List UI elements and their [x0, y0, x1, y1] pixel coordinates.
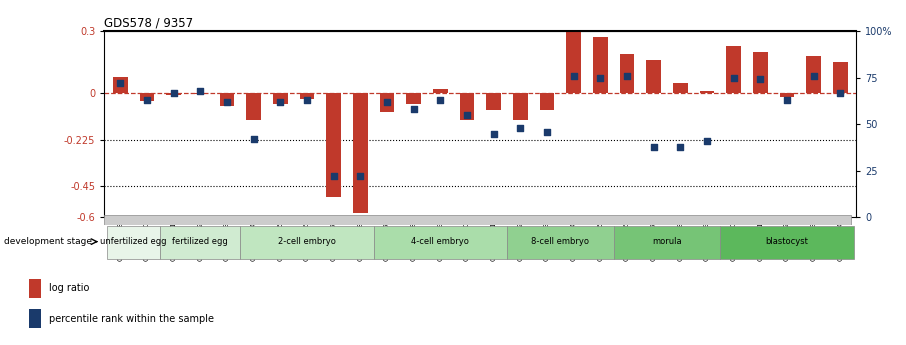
Bar: [593, 37, 608, 93]
Text: development stage: development stage: [4, 237, 92, 246]
Bar: [326, 93, 341, 197]
Bar: [219, 93, 234, 106]
Point: [140, 97, 154, 103]
Point: [487, 131, 501, 136]
Text: 2-cell embryo: 2-cell embryo: [278, 237, 336, 246]
Bar: [433, 89, 448, 93]
Text: GDS578 / 9357: GDS578 / 9357: [104, 17, 193, 30]
Bar: [406, 93, 421, 104]
Bar: [699, 91, 714, 93]
Bar: [613, 226, 720, 259]
Point: [646, 144, 660, 149]
Point: [273, 99, 287, 105]
Point: [459, 112, 474, 118]
Bar: [459, 93, 474, 120]
Text: unfertilized egg: unfertilized egg: [101, 237, 167, 246]
Bar: [300, 93, 314, 99]
Point: [326, 174, 341, 179]
Point: [113, 80, 128, 86]
Point: [353, 174, 368, 179]
Bar: [29, 279, 42, 298]
Bar: [566, 31, 581, 93]
Text: percentile rank within the sample: percentile rank within the sample: [49, 314, 214, 324]
Point: [833, 90, 847, 95]
Bar: [160, 226, 240, 259]
Point: [673, 144, 688, 149]
Point: [513, 125, 527, 131]
Bar: [506, 226, 613, 259]
Text: fertilized egg: fertilized egg: [172, 237, 228, 246]
Point: [699, 138, 714, 144]
Bar: [140, 93, 154, 101]
Point: [300, 97, 314, 103]
Point: [193, 88, 207, 93]
Bar: [193, 93, 207, 94]
Bar: [273, 93, 287, 104]
Bar: [29, 309, 42, 328]
Point: [219, 99, 234, 105]
Point: [540, 129, 554, 135]
Point: [806, 73, 821, 79]
Bar: [806, 56, 821, 93]
Point: [246, 136, 261, 142]
Bar: [727, 46, 741, 93]
Bar: [539, 93, 554, 110]
Bar: [513, 93, 527, 120]
Bar: [107, 226, 160, 259]
Text: 8-cell embryo: 8-cell embryo: [531, 237, 589, 246]
Bar: [779, 93, 795, 97]
Bar: [646, 60, 660, 93]
Point: [753, 77, 767, 82]
Point: [779, 97, 794, 103]
Bar: [753, 52, 767, 93]
Text: 4-cell embryo: 4-cell embryo: [411, 237, 469, 246]
Bar: [113, 77, 128, 93]
Bar: [620, 54, 634, 93]
Bar: [833, 62, 847, 93]
Bar: [373, 226, 506, 259]
Text: morula: morula: [652, 237, 681, 246]
Point: [406, 107, 420, 112]
Point: [620, 73, 634, 79]
Bar: [487, 93, 501, 110]
Bar: [673, 83, 688, 93]
Bar: [166, 93, 181, 95]
Point: [566, 73, 581, 79]
Point: [433, 97, 448, 103]
Point: [380, 99, 394, 105]
Bar: [246, 93, 261, 120]
Point: [167, 90, 181, 95]
Point: [727, 75, 741, 80]
Text: log ratio: log ratio: [49, 284, 90, 294]
Point: [593, 75, 607, 80]
Bar: [720, 226, 853, 259]
Bar: [240, 226, 373, 259]
Text: blastocyst: blastocyst: [766, 237, 808, 246]
Bar: [380, 93, 394, 112]
Bar: [352, 93, 368, 213]
